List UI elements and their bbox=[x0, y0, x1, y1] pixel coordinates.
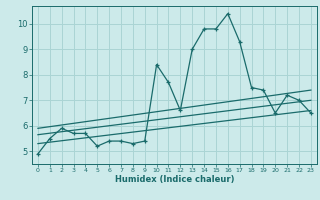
X-axis label: Humidex (Indice chaleur): Humidex (Indice chaleur) bbox=[115, 175, 234, 184]
